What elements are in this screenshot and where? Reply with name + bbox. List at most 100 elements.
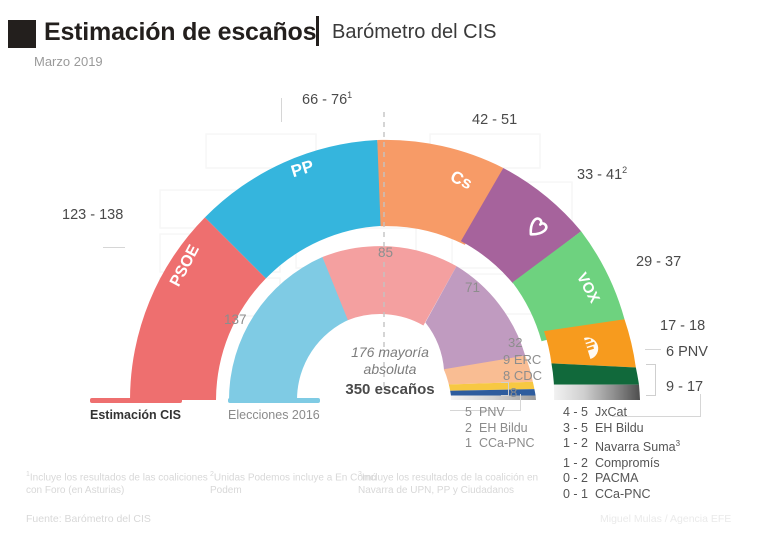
arc-pp-inner[interactable] bbox=[228, 257, 352, 400]
legend-name: JxCat bbox=[595, 405, 627, 419]
list-item: 1 CCa-PNC bbox=[442, 436, 535, 452]
legend-name: PNV bbox=[479, 405, 505, 419]
arc-cs-inner[interactable] bbox=[443, 355, 533, 385]
title-separator-icon bbox=[316, 16, 319, 46]
value-label-pnv: 6 PNV bbox=[666, 344, 708, 360]
inner-value-otros2016: 8 bbox=[510, 385, 518, 400]
legend-otros-cis: 4 - 5 JxCat 3 - 5 EH Bildu 1 - 2 Navarra… bbox=[558, 405, 680, 502]
footnote-marker-pp: 1 bbox=[347, 90, 353, 100]
legend-num: 1 - 2 bbox=[562, 436, 588, 450]
value-label-erc: 17 - 18 bbox=[660, 318, 705, 334]
majority-line-2: absoluta bbox=[363, 361, 417, 377]
inner-value-pp2016: 137 bbox=[224, 312, 247, 327]
value-label-cs: 42 - 51 bbox=[472, 112, 517, 128]
list-item: 1 - 2 Compromís bbox=[558, 456, 680, 472]
arc-psoe-inner[interactable] bbox=[322, 246, 457, 326]
legend-name: EH Bildu bbox=[595, 420, 644, 435]
legend-name: CCa-PNC bbox=[479, 436, 535, 450]
list-item: 2 EH Bildu bbox=[442, 421, 535, 437]
value-pp: 66 - 76 bbox=[302, 91, 348, 108]
value-up: 33 - 41 bbox=[577, 166, 623, 183]
arc-cs-outer[interactable] bbox=[377, 139, 504, 245]
list-item: 4 - 5 JxCat bbox=[558, 405, 680, 421]
seat-donut-chart: PP PSOE Cs VOX bbox=[0, 72, 768, 412]
value-label-psoe: 123 - 138 bbox=[62, 207, 123, 223]
page-subtitle: Barómetro del CIS bbox=[332, 21, 497, 43]
legend-num: 5 bbox=[465, 405, 472, 419]
value-otros: 9 - 17 bbox=[666, 379, 704, 395]
brand-square-icon bbox=[8, 20, 36, 48]
page-date: Marzo 2019 bbox=[34, 54, 103, 69]
arc-erc-inner[interactable] bbox=[448, 381, 535, 391]
key-estimacion-cis: Estimación CIS bbox=[90, 398, 182, 422]
leader-line-pnv bbox=[645, 349, 661, 350]
value-label-unidas-podemos: 33 - 412 bbox=[577, 165, 627, 183]
arc-pnv-outer[interactable] bbox=[551, 363, 639, 385]
legend-name: CCa-PNC bbox=[595, 486, 651, 501]
footnote-marker: 3 bbox=[358, 471, 362, 478]
value-label-pp: 66 - 761 bbox=[302, 90, 352, 108]
value-vox: 29 - 37 bbox=[636, 254, 682, 270]
arc-pp-outer[interactable] bbox=[204, 140, 384, 279]
value-label-otros: 9 - 17 bbox=[666, 379, 703, 395]
legend-num: 3 - 5 bbox=[562, 420, 588, 435]
legend-num: 0 - 2 bbox=[562, 471, 588, 486]
legend-num: 0 - 1 bbox=[562, 486, 588, 501]
list-item: 0 - 2 PACMA bbox=[558, 471, 680, 487]
total-seats: 350 escaños bbox=[345, 381, 435, 398]
footnote-text: Incluye los resultados de las coalicione… bbox=[26, 472, 208, 497]
bracket-otros-2016 bbox=[501, 382, 509, 396]
footnote-text: Incluye los resultados de la coalición e… bbox=[358, 472, 539, 497]
legend-num: 4 - 5 bbox=[562, 405, 588, 419]
leader-line-legend-2016-v bbox=[520, 394, 521, 410]
arc-unidos-podemos-inner[interactable] bbox=[425, 266, 526, 371]
key-swatch-estimacion bbox=[90, 398, 182, 403]
inner-value-up2016: 71 bbox=[465, 280, 481, 295]
donut-svg: PP PSOE Cs VOX bbox=[130, 112, 640, 400]
arc-otros-outer[interactable] bbox=[553, 384, 640, 400]
value-erc: 17 - 18 bbox=[660, 318, 706, 334]
arc-psoe-outer[interactable] bbox=[130, 217, 266, 400]
footnote-marker: 2 bbox=[210, 471, 214, 478]
majority-line-1: 176 mayoría bbox=[351, 344, 429, 360]
page-title: Estimación de escaños bbox=[44, 18, 317, 46]
leader-line-pp bbox=[281, 98, 282, 122]
arc-unidas-podemos-outer[interactable] bbox=[460, 167, 582, 284]
key-elecciones-2016: Elecciones 2016 bbox=[228, 398, 320, 422]
inner-value-erc2016: 9 ERC bbox=[503, 352, 542, 367]
leader-line-psoe bbox=[103, 247, 125, 248]
legend-name: EH Bildu bbox=[479, 420, 528, 435]
value-psoe: 123 - 138 bbox=[62, 207, 124, 223]
arc-vox-outer[interactable] bbox=[512, 231, 625, 342]
inner-value-cs2016: 32 bbox=[508, 335, 523, 350]
legend-name: Navarra Suma bbox=[595, 440, 676, 455]
key-label-elecciones: Elecciones 2016 bbox=[228, 408, 320, 422]
center-annotation: 176 mayoría absoluta 350 escaños bbox=[290, 344, 490, 398]
legend-num: 2 bbox=[465, 420, 472, 435]
arc-otros-inner[interactable] bbox=[450, 395, 536, 400]
legend-otros-2016: 5 PNV 2 EH Bildu 1 CCa-PNC bbox=[442, 405, 535, 452]
source-text: Fuente: Barómetro del CIS bbox=[26, 513, 151, 525]
legend-name: Compromís bbox=[595, 455, 660, 470]
inner-value-psoe2016: 85 bbox=[378, 245, 394, 260]
erc-logo-icon bbox=[584, 337, 599, 359]
key-swatch-elecciones bbox=[228, 398, 320, 403]
key-label-estimacion: Estimación CIS bbox=[90, 408, 181, 422]
footnote-2: 2Unidas Podemos incluye a En Comú Podem bbox=[210, 468, 400, 497]
footnote-marker-up: 2 bbox=[622, 165, 628, 175]
list-item: 0 - 1 CCa-PNC bbox=[558, 487, 680, 503]
value-cs: 42 - 51 bbox=[472, 112, 518, 128]
leader-line-legend-cis bbox=[700, 394, 701, 416]
list-item: 5 PNV bbox=[442, 405, 535, 421]
heart-icon bbox=[529, 217, 548, 236]
legend-name: PACMA bbox=[595, 471, 639, 486]
footnote-text: Unidas Podemos incluye a En Comú Podem bbox=[210, 472, 377, 497]
arc-cdc-inner[interactable] bbox=[450, 389, 536, 396]
footnote-3: 3Incluye los resultados de la coalición … bbox=[358, 468, 563, 497]
value-pnv: 6 PNV bbox=[666, 344, 708, 360]
inner-value-cdc2016: 8 CDC bbox=[503, 368, 543, 383]
inner-ring-elecciones-2016 bbox=[228, 246, 536, 400]
header: Estimación de escaños Barómetro del CIS … bbox=[0, 0, 768, 76]
value-label-vox: 29 - 37 bbox=[636, 254, 681, 270]
